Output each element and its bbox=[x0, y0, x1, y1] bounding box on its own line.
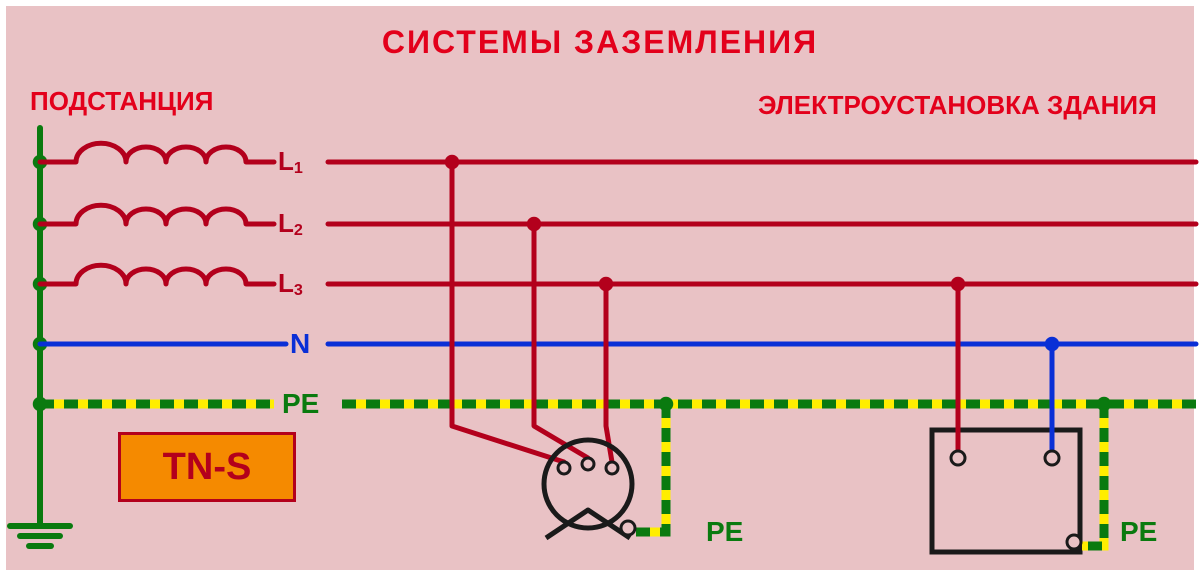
label-pe-box: PE bbox=[1120, 516, 1157, 548]
box-pe-yellow bbox=[1082, 404, 1104, 546]
box-body bbox=[932, 430, 1080, 552]
motor-ground-node bbox=[621, 521, 635, 535]
bus-node-1 bbox=[34, 218, 46, 230]
bus-node-3 bbox=[34, 338, 46, 350]
motor-tap-2 bbox=[606, 284, 612, 462]
motor-tap-0 bbox=[452, 162, 564, 462]
box-tap-node-0 bbox=[952, 278, 964, 290]
coil-l1 bbox=[40, 143, 256, 162]
box-pe-tap bbox=[1098, 398, 1110, 410]
motor-tap-node-0 bbox=[446, 156, 458, 168]
motor-pe-tap bbox=[660, 398, 672, 410]
bus-node-0 bbox=[34, 156, 46, 168]
motor-body bbox=[544, 440, 632, 528]
motor-tap-1 bbox=[534, 224, 588, 458]
label-l1: L1 bbox=[278, 146, 303, 178]
coil-l2 bbox=[40, 205, 256, 224]
box-tap-node-1 bbox=[1046, 338, 1058, 350]
motor-term-1 bbox=[582, 458, 594, 470]
motor-pe-green bbox=[636, 404, 666, 532]
coil-l3 bbox=[40, 265, 256, 284]
box-term-1 bbox=[1045, 451, 1059, 465]
label-installation: ЭЛЕКТРОУСТАНОВКА ЗДАНИЯ bbox=[758, 90, 1157, 121]
motor-tap-node-2 bbox=[600, 278, 612, 290]
label-n: N bbox=[290, 328, 310, 360]
motor-pe-yellow bbox=[636, 404, 666, 532]
diagram-title: СИСТЕМЫ ЗАЗЕМЛЕНИЯ bbox=[6, 24, 1194, 61]
bus-node-4 bbox=[34, 398, 46, 410]
label-l3: L3 bbox=[278, 268, 303, 300]
box-term-0 bbox=[951, 451, 965, 465]
motor-tap-node-1 bbox=[528, 218, 540, 230]
system-type-label: TN-S bbox=[163, 446, 252, 489]
label-substation: ПОДСТАНЦИЯ bbox=[30, 86, 213, 117]
label-pe: PE bbox=[282, 388, 319, 420]
system-type-badge: TN-S bbox=[118, 432, 296, 502]
motor-term-0 bbox=[558, 462, 570, 474]
box-ground-node bbox=[1067, 535, 1081, 549]
bus-node-2 bbox=[34, 278, 46, 290]
motor-term-2 bbox=[606, 462, 618, 474]
label-pe-motor: PE bbox=[706, 516, 743, 548]
box-pe-green bbox=[1082, 404, 1104, 546]
label-l2: L2 bbox=[278, 208, 303, 240]
motor-base bbox=[546, 510, 630, 538]
